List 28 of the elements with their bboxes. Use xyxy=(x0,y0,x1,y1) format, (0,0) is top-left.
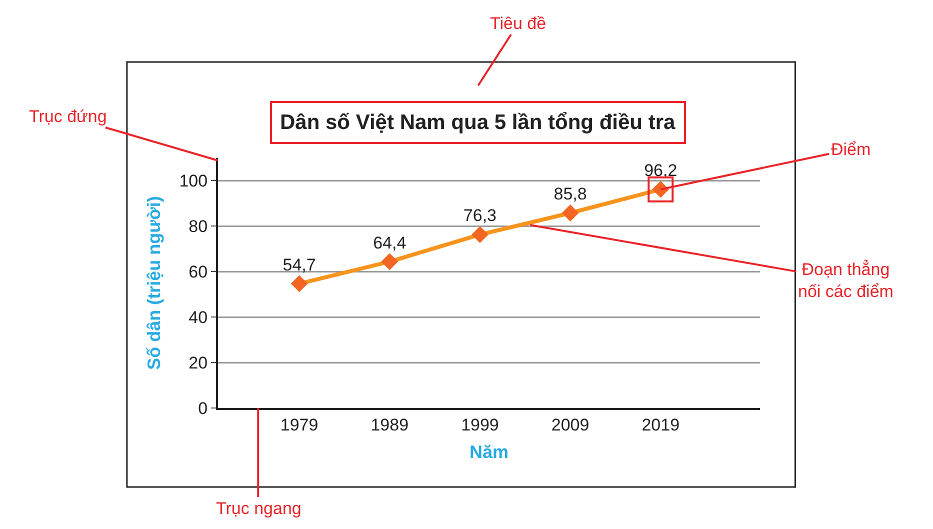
annotation: Điểm xyxy=(831,140,871,159)
text: Tiêu đề xyxy=(490,14,546,33)
y-tick-label: 40 xyxy=(188,308,208,328)
y-tick-label: 60 xyxy=(188,262,208,282)
x-tick-label: 1979 xyxy=(280,415,318,434)
x-tick-label: 1989 xyxy=(370,415,409,434)
y-tick-label: 0 xyxy=(198,398,208,418)
point xyxy=(381,253,398,270)
text: Đoạn thẳng nối các điểm xyxy=(798,259,894,302)
y-tick-label: 100 xyxy=(179,172,208,191)
point xyxy=(472,226,488,244)
data-label: 54,7 xyxy=(282,255,316,274)
x-tick-label: 1999 xyxy=(461,415,499,434)
data-label: 76,3 xyxy=(463,206,497,226)
x-tick-label: 2009 xyxy=(551,415,590,434)
data-label: 96,2 xyxy=(644,160,678,180)
text: Trục ngang xyxy=(216,499,302,518)
y-tick-label: 80 xyxy=(188,217,208,236)
data-label: 85,8 xyxy=(554,184,587,204)
point xyxy=(290,275,308,292)
data-label: 64,4 xyxy=(373,233,406,252)
x-axis-title: Năm xyxy=(469,442,509,462)
point xyxy=(562,204,579,222)
y-axis-title: Số dân (triệu người) xyxy=(144,196,164,370)
x-tick-label: 2019 xyxy=(642,415,680,434)
text: Trục đứng xyxy=(29,107,107,126)
y-tick-label: 20 xyxy=(188,354,208,372)
chart-title: Dân số Việt Nam qua 5 lần tổng điều tra xyxy=(280,111,676,134)
